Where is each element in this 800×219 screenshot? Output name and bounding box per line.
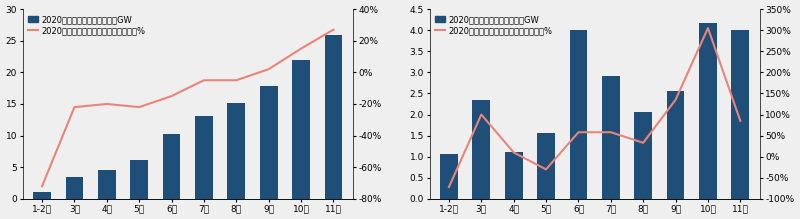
Bar xyxy=(537,133,555,199)
Bar xyxy=(292,60,310,199)
Bar xyxy=(602,76,620,199)
2020年光伏每月新增装机量同比增速，% xyxy=(735,120,745,122)
2020年光伏每月新增装机量同比增速，% xyxy=(509,151,518,154)
Bar xyxy=(195,116,213,199)
2020年光伏每月新增装机量同比增速，% xyxy=(574,131,583,134)
2020年光伏新增累计装机量同比增速，% xyxy=(199,79,209,81)
Bar xyxy=(473,100,490,199)
Bar xyxy=(666,91,685,199)
2020年光伏新增累计装机量同比增速，% xyxy=(70,106,79,108)
Line: 2020年光伏新增累计装机量同比增速，%: 2020年光伏新增累计装机量同比增速，% xyxy=(42,30,334,186)
2020年光伏新增累计装机量同比增速，% xyxy=(296,47,306,50)
Bar xyxy=(33,192,51,199)
Bar xyxy=(260,86,278,199)
Bar xyxy=(130,160,148,199)
2020年光伏每月新增装机量同比增速，% xyxy=(670,98,680,101)
Bar xyxy=(98,170,116,199)
Bar xyxy=(699,23,717,199)
Bar xyxy=(440,154,458,199)
Bar xyxy=(505,152,522,199)
2020年光伏新增累计装机量同比增速，% xyxy=(134,106,144,108)
Bar xyxy=(66,177,83,199)
2020年光伏每月新增装机量同比增速，% xyxy=(638,141,648,144)
2020年光伏新增累计装机量同比增速，% xyxy=(166,95,176,97)
Bar xyxy=(634,111,652,199)
2020年光伏每月新增装机量同比增速，% xyxy=(703,27,713,29)
2020年光伏新增累计装机量同比增速，% xyxy=(38,185,47,187)
Bar xyxy=(570,30,587,199)
2020年光伏每月新增装机量同比增速，% xyxy=(444,186,454,188)
2020年光伏每月新增装机量同比增速，% xyxy=(542,168,551,171)
2020年光伏新增累计装机量同比增速，% xyxy=(264,68,274,71)
Bar xyxy=(325,35,342,199)
Legend: 2020年光伏新增累计装机量，GW, 2020年光伏新增累计装机量同比增速，%: 2020年光伏新增累计装机量，GW, 2020年光伏新增累计装机量同比增速，% xyxy=(26,13,147,37)
2020年光伏新增累计装机量同比增速，% xyxy=(102,103,111,105)
2020年光伏每月新增装机量同比增速，% xyxy=(606,131,616,134)
Bar xyxy=(731,30,750,199)
Bar xyxy=(162,134,181,199)
2020年光伏新增累计装机量同比增速，% xyxy=(231,79,241,81)
2020年光伏每月新增装机量同比增速，% xyxy=(477,113,486,116)
Legend: 2020年光伏每月新增装机量，GW, 2020年光伏每月新增装机量同比增速，%: 2020年光伏每月新增装机量，GW, 2020年光伏每月新增装机量同比增速，% xyxy=(434,13,554,37)
2020年光伏新增累计装机量同比增速，% xyxy=(329,28,338,31)
Bar xyxy=(227,103,246,199)
Line: 2020年光伏每月新增装机量同比增速，%: 2020年光伏每月新增装机量同比增速，% xyxy=(449,28,740,187)
